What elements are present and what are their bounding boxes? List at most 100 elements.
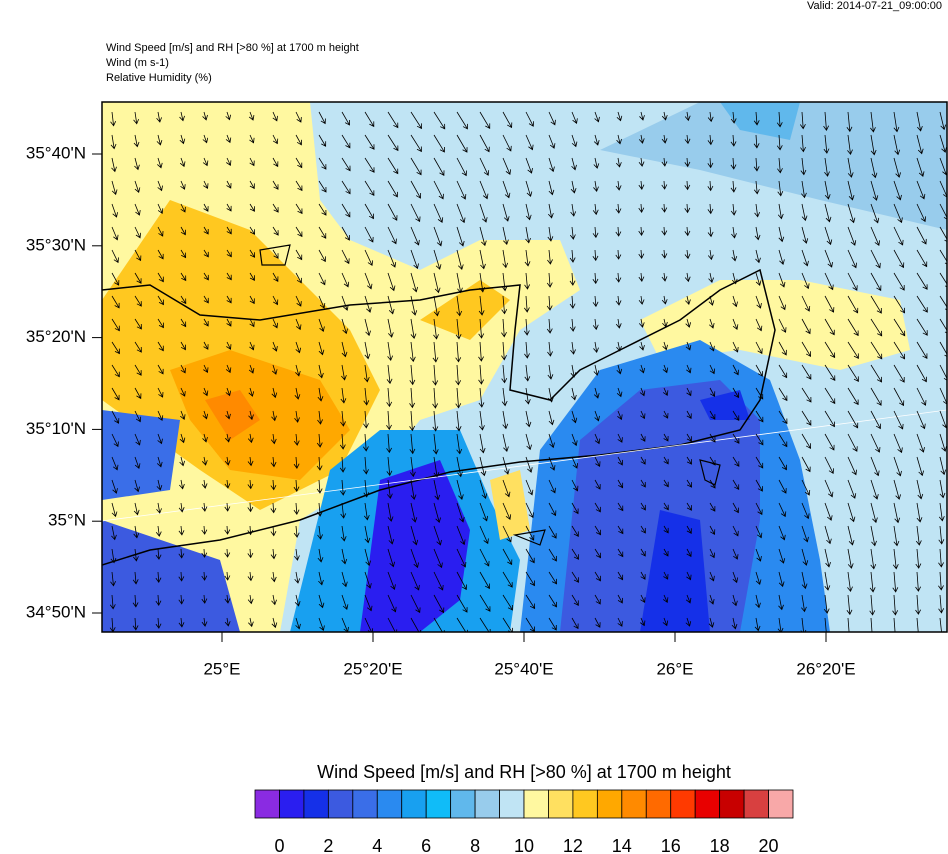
wind-arrow [295,111,302,123]
wind-arrow [615,180,622,191]
wind-arrow [893,341,906,360]
wind-arrow [247,479,254,490]
wind-arrow [847,364,859,382]
wind-arrow [732,318,739,330]
wind-arrow [638,272,645,282]
wind-arrow [824,226,833,246]
wind-arrow [569,272,576,286]
wind-arrow [801,226,809,244]
wind-arrow [247,433,254,444]
wind-arrow [134,341,142,353]
wind-arrow [134,479,140,493]
wind-arrow [294,410,300,423]
wind-arrow [824,203,832,223]
wind-arrow [387,157,399,175]
wind-arrow [777,617,784,632]
wind-arrow [318,571,324,586]
wind-arrow [548,203,554,219]
wind-arrow [341,111,351,126]
wind-arrow [547,249,553,265]
wind-arrow [707,111,714,123]
wind-arrow [502,249,509,269]
wind-arrow [824,180,831,200]
lon-label: 25°20'E [343,659,402,678]
wind-arrow [939,433,947,452]
wind-arrow [433,272,441,294]
wind-arrow [847,180,855,201]
wind-arrow [294,571,301,584]
wind-arrow [799,111,806,130]
wind-arrow [684,226,691,237]
wind-arrow [387,272,396,292]
color-swatch [303,789,329,819]
wind-arrow [179,134,186,145]
wind-arrow [134,226,141,239]
wind-arrow [203,203,209,212]
wind-arrow [318,180,327,193]
wind-arrow [248,364,255,374]
wind-arrow [295,249,303,261]
wind-arrow [479,272,486,293]
wind-arrow [226,272,232,281]
wind-arrow [548,410,555,426]
wind-arrow [638,180,645,190]
wind-arrow [247,502,254,513]
wind-arrow [409,410,416,432]
wind-arrow [616,364,623,375]
wind-arrow [409,433,416,455]
wind-arrow [639,341,645,351]
wind-arrow [824,502,833,521]
wind-arrow [778,341,787,356]
wind-arrow [456,479,464,500]
wind-arrow [409,387,416,409]
wind-arrow [824,479,834,498]
wind-arrow [295,364,301,377]
wind-arrow [479,594,491,612]
wind-arrow [617,548,624,558]
wind-arrow [111,479,118,494]
wind-arrow [548,548,557,562]
color-swatch [596,789,623,819]
wind-arrow [546,295,553,311]
wind-arrow [270,479,277,491]
wind-arrow [732,433,740,444]
wind-arrow [501,318,507,338]
lat-label: 35°N [48,511,86,530]
wind-arrow [571,134,578,148]
wind-arrow [156,479,163,491]
wind-arrow [249,272,255,281]
colorbar-tick-label: 20 [759,836,779,854]
wind-arrow [111,226,119,241]
wind-arrow [249,180,255,190]
wind-arrow [892,594,899,616]
wind-arrow [800,157,807,176]
wind-arrow [684,180,691,191]
wind-arrow [870,410,882,430]
wind-arrow [340,479,346,496]
wind-arrow [410,318,417,340]
wind-arrow [180,295,187,305]
wind-arrow [662,318,668,328]
wind-arrow [661,272,668,282]
wind-arrow [939,456,947,476]
wind-arrow [571,479,579,492]
wind-arrow [432,364,439,386]
wind-arrow [916,134,924,155]
wind-arrow [571,502,579,515]
wind-arrow [824,272,834,291]
wind-arrow [709,410,716,420]
wind-arrow [410,272,419,293]
wind-arrow [433,318,439,340]
wind-arrow [777,203,784,220]
wind-arrow [455,341,462,363]
wind-arrow [893,433,903,454]
wind-arrow [546,318,553,334]
wind-arrow [318,364,324,379]
wind-arrow [615,203,622,214]
wind-arrow [870,157,878,179]
wind-arrow [801,525,809,543]
wind-arrow [433,226,443,247]
wind-arrow [433,571,444,591]
wind-arrow [502,226,509,246]
wind-arrow [525,502,534,519]
